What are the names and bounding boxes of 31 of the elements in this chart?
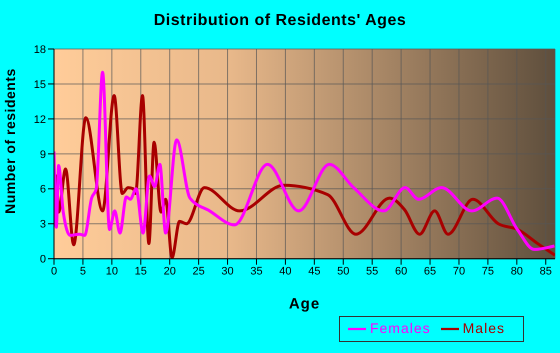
x-tick-label: 20 xyxy=(164,266,176,278)
x-tick-label: 75 xyxy=(482,266,494,278)
x-tick-label: 10 xyxy=(106,266,118,278)
x-tick-label: 25 xyxy=(192,266,205,278)
x-tick-label: 55 xyxy=(366,266,378,278)
x-tick-label: 35 xyxy=(250,266,263,278)
x-tick-label: 70 xyxy=(452,266,466,278)
x-tick-label: 15 xyxy=(134,266,147,278)
y-axis-title: Number of residents xyxy=(2,68,18,214)
y-tick-label: 0 xyxy=(40,254,46,266)
x-tick-label: 50 xyxy=(337,266,350,278)
line-series xyxy=(54,70,555,251)
chart-title: Distribution of Residents' Ages xyxy=(152,12,408,30)
x-tick-label: 80 xyxy=(510,266,523,278)
x-tick-label: 85 xyxy=(540,266,552,278)
x-tick-label: 60 xyxy=(394,266,408,278)
x-tick-label: 0 xyxy=(50,266,58,278)
y-tick-label: 3 xyxy=(40,218,46,231)
y-tick-label: 6 xyxy=(40,184,46,196)
x-tick-label: 45 xyxy=(308,266,320,278)
y-tick-label: 9 xyxy=(40,148,46,161)
x-axis-title: Age xyxy=(288,296,320,313)
y-tick-label: 18 xyxy=(34,44,46,56)
y-tick-label: 15 xyxy=(34,78,46,91)
legend-label: Males xyxy=(462,320,505,336)
x-tick-label: 40 xyxy=(279,266,292,278)
x-tick-label: 65 xyxy=(424,266,436,278)
x-tick-label: 30 xyxy=(221,266,234,278)
y-tick-label: 12 xyxy=(34,114,46,126)
legend-label: Females xyxy=(370,320,431,336)
x-tick-label: 5 xyxy=(80,266,86,278)
